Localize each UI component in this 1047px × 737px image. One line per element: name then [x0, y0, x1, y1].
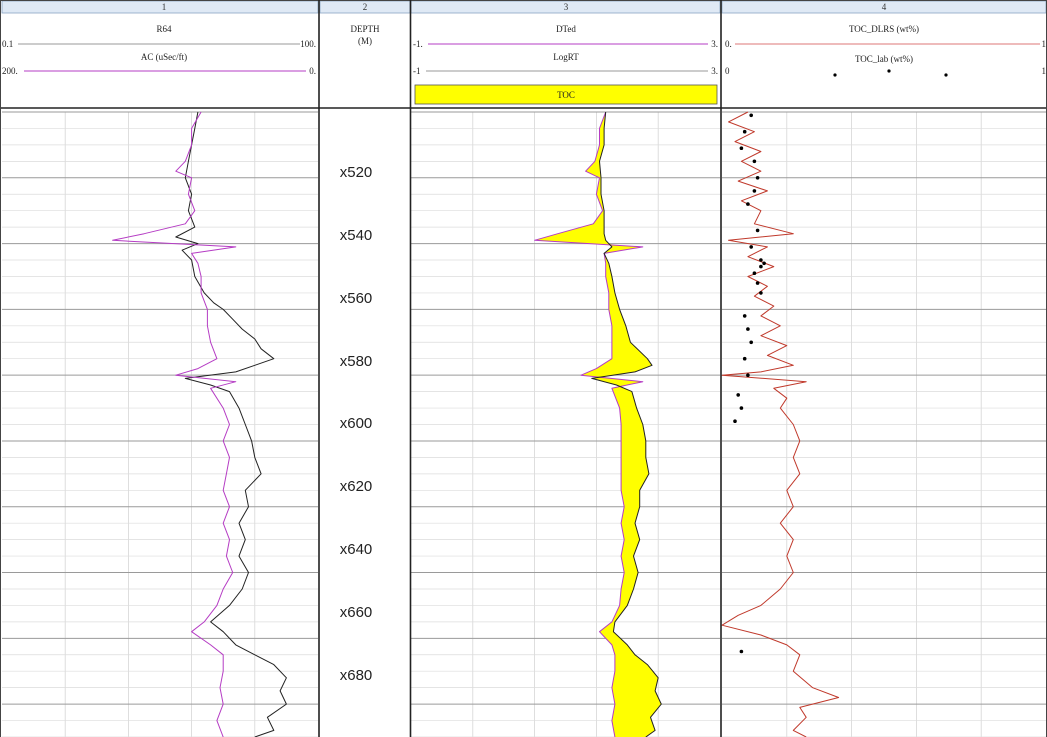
- toc-lab-point: [752, 271, 757, 276]
- toc-lab-point: [749, 245, 753, 249]
- track4-curve1-name: TOC_DLRS (wt%): [849, 24, 919, 34]
- toc-fill-area: [534, 112, 662, 737]
- toc-lab-point: [755, 281, 760, 285]
- curve-r64: [175, 111, 287, 737]
- track-number-bars: [1, 0, 1047, 14]
- track-4-number: 4: [882, 2, 887, 12]
- toc-fill-polygon: [534, 112, 662, 737]
- depth-label: x560: [340, 290, 373, 307]
- toc-lab-point: [736, 393, 740, 397]
- toc-lab-point: [742, 129, 747, 134]
- toc-lab-point: [733, 419, 737, 424]
- track4-curve2-name: TOC_lab (wt%): [855, 54, 913, 64]
- track-1-number: 1: [162, 2, 167, 12]
- track-2-number: 2: [363, 2, 368, 12]
- depth-label: x520: [340, 164, 373, 181]
- curve-logrt: [591, 111, 662, 737]
- toc-lab-point: [746, 373, 750, 378]
- depth-label: x680: [340, 667, 373, 684]
- toc-lab-points: [733, 113, 766, 654]
- depth-label: x640: [340, 541, 373, 558]
- depth-label: x620: [340, 478, 373, 495]
- toc-lab-legend-point: [833, 73, 837, 77]
- track-1-number-bar: [1, 0, 319, 14]
- toc-lab-point: [746, 327, 750, 331]
- curve-ac-usec-ft: [112, 111, 237, 737]
- track3-curve1-right: 3.: [711, 39, 718, 49]
- toc-lab-legend-point: [887, 69, 891, 73]
- track1-curve1-name: R64: [156, 24, 172, 34]
- track1-curve2-left: 200.: [2, 66, 18, 76]
- toc-lab-legend-point: [944, 73, 948, 77]
- toc-lab-point: [742, 314, 747, 318]
- track3-curve2-left: -1: [413, 66, 421, 76]
- toc-lab-point: [739, 649, 744, 654]
- toc-lab-point: [739, 146, 744, 150]
- track4-curve2-right: 1: [1042, 66, 1047, 76]
- toc-lab-point: [739, 406, 744, 410]
- depth-labels: x520 x540 x560 x580 x600 x620 x640 x660 …: [340, 164, 373, 684]
- track3-curve2-name: LogRT: [553, 52, 579, 62]
- track3-curve1-left: -1.: [413, 39, 423, 49]
- toc-lab-point: [755, 176, 760, 180]
- toc-lab-point: [752, 189, 757, 193]
- track1-curve2-name: AC (uSec/ft): [141, 52, 187, 62]
- track-3-number: 3: [564, 2, 569, 12]
- toc-fill-legend: [414, 84, 718, 105]
- track3-curve1-name: DTed: [556, 24, 576, 34]
- track4-curve2-left: 0: [725, 66, 730, 76]
- track1-curve2-right: 0.: [309, 66, 316, 76]
- track4-curve1-right: 1: [1042, 39, 1047, 49]
- track4-curve1-left: 0.: [725, 39, 732, 49]
- depth-unit: (M): [358, 36, 372, 46]
- track-grids: [2, 111, 1046, 737]
- toc-lab-point: [749, 113, 753, 118]
- toc-lab-point: [749, 340, 753, 345]
- depth-label: x660: [340, 604, 373, 621]
- toc-lab-point: [742, 356, 747, 361]
- toc-lab-point: [759, 264, 763, 269]
- toc-lab-point: [759, 291, 763, 295]
- toc-fill-label: TOC: [557, 90, 575, 100]
- toc-lab-point: [746, 202, 750, 206]
- depth-label: x600: [340, 415, 373, 432]
- depth-label: x540: [340, 227, 373, 244]
- toc-lab-point: [759, 258, 763, 262]
- track3-curve2-right: 3.: [711, 66, 718, 76]
- depth-title: DEPTH: [351, 24, 381, 34]
- depth-label: x580: [340, 353, 373, 370]
- track1-curve1-left: 0.1: [2, 39, 13, 49]
- track1-curve1-right: 100.: [300, 39, 316, 49]
- toc-lab-point: [762, 261, 766, 266]
- toc-lab-point: [752, 159, 757, 164]
- curve-dted: [534, 111, 644, 737]
- toc-lab-point: [755, 228, 760, 233]
